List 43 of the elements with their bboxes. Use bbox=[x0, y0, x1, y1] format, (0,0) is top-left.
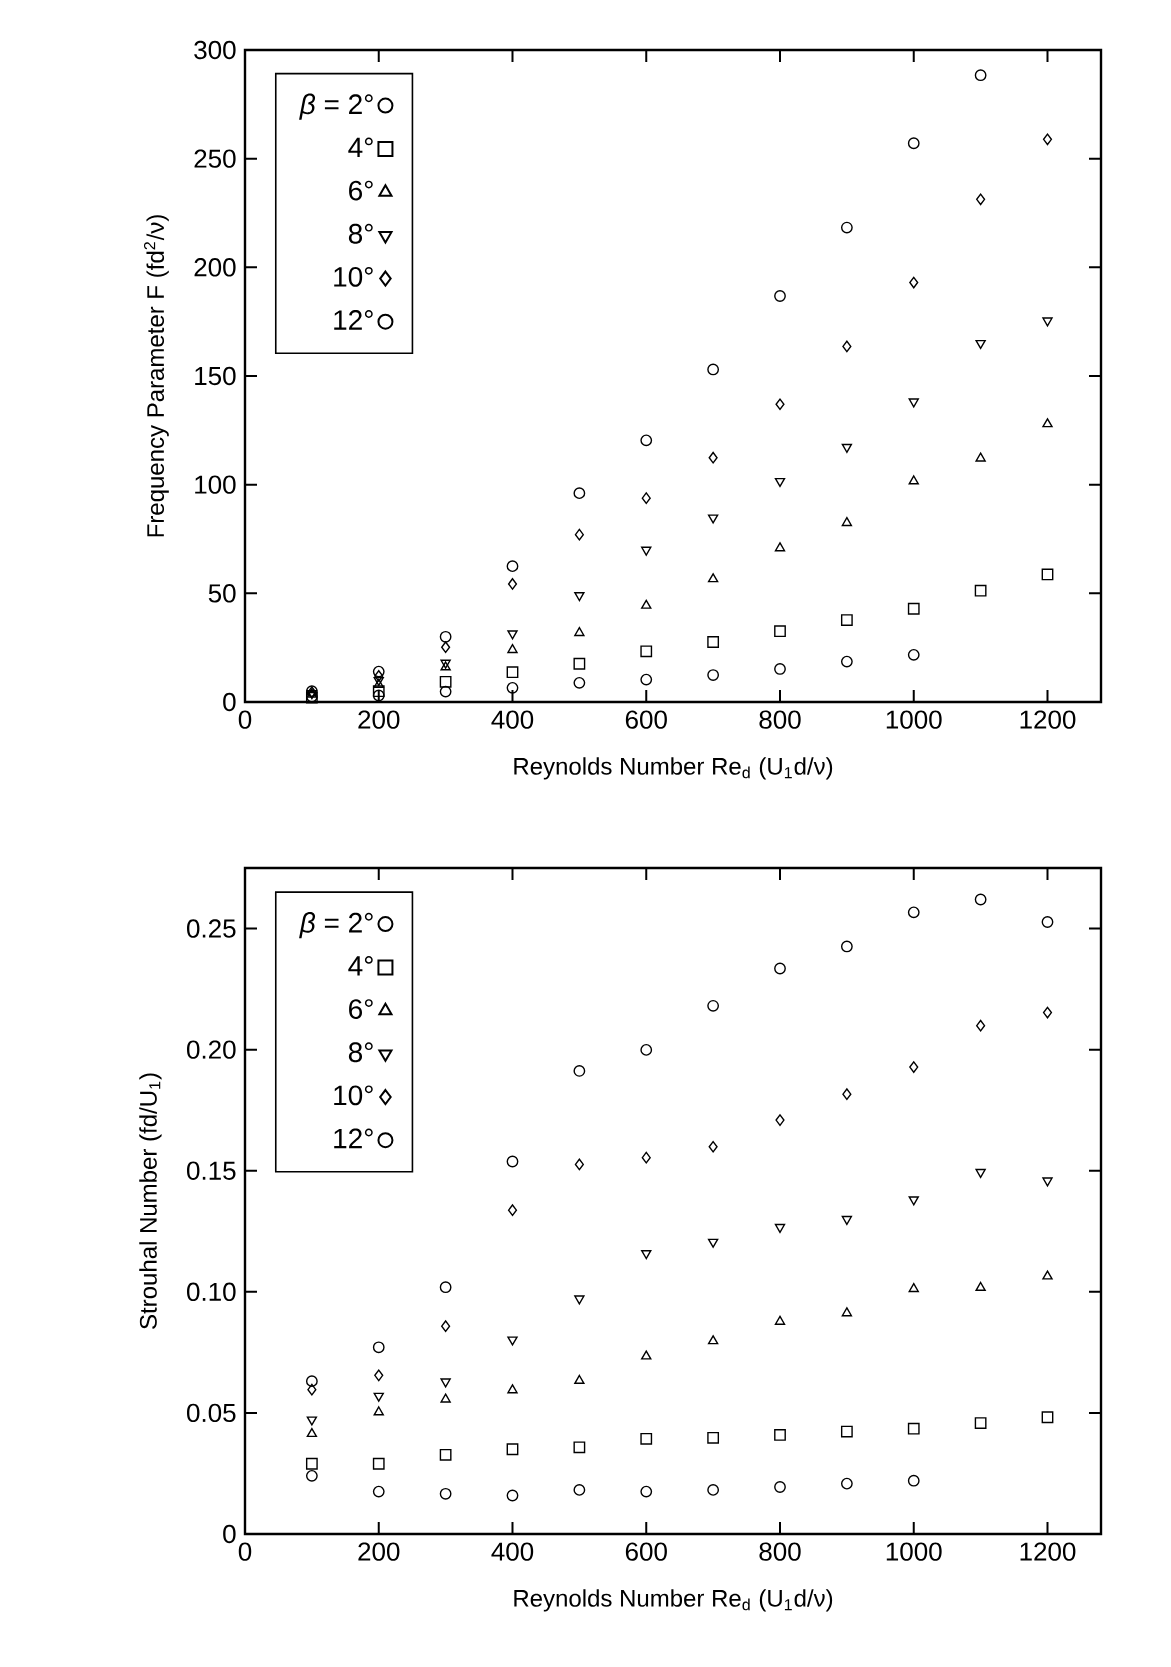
x-tick-label: 200 bbox=[358, 710, 400, 729]
legend-label: 12° bbox=[334, 310, 373, 330]
y-tick-label: 200 bbox=[194, 258, 236, 277]
x-tick-label: 1200 bbox=[1020, 1542, 1076, 1561]
y-tick-label: 0.10 bbox=[187, 1282, 236, 1302]
y-tick-label: 100 bbox=[195, 475, 236, 494]
y-tick-label: 150 bbox=[195, 366, 236, 386]
x-tick-label: 0 bbox=[238, 1542, 252, 1561]
x-tick-label: 1200 bbox=[1020, 710, 1076, 729]
legend-label: 12° bbox=[334, 1128, 373, 1149]
x-tick-label: 1000 bbox=[886, 1542, 942, 1561]
y-tick-label: 0.05 bbox=[187, 1403, 236, 1423]
x-tick-label: 800 bbox=[759, 1542, 801, 1561]
y-tick-label: 0.15 bbox=[187, 1161, 236, 1180]
x-tick-label: 600 bbox=[625, 710, 667, 729]
x-tick-label: 800 bbox=[759, 710, 801, 729]
x-axis-title: Reynolds Number Re$_{d}$ (U$_{1}$d/ν) bbox=[514, 757, 833, 780]
y-tick-label: 50 bbox=[208, 584, 236, 603]
legend-label: 4° bbox=[348, 137, 373, 158]
x-axis-title: Reynolds Number Re$_{d}$ (U$_{1}$d/ν) bbox=[514, 1589, 833, 1612]
y-tick-label: 0.25 bbox=[187, 919, 236, 938]
x-tick-label: 200 bbox=[358, 1542, 400, 1561]
y-tick-label: 0 bbox=[223, 692, 236, 712]
legend-label: 8° bbox=[348, 223, 373, 244]
x-tick-label: 400 bbox=[491, 710, 534, 729]
y-axis-title: Frequency Parameter F (fd$^{2}$/ν) bbox=[143, 215, 169, 537]
legend-label: 6° bbox=[349, 999, 373, 1019]
y-tick-label: 250 bbox=[194, 149, 236, 168]
x-tick-label: 0 bbox=[238, 710, 252, 729]
legend-label: 10° bbox=[334, 1085, 373, 1106]
legend-label: 10° bbox=[334, 266, 373, 287]
legend-label: 8° bbox=[348, 1042, 373, 1063]
legend-label: 4° bbox=[348, 955, 373, 976]
legend-label: β = 2° bbox=[299, 93, 373, 120]
y-tick-label: 0.20 bbox=[187, 1040, 236, 1059]
x-tick-label: 400 bbox=[491, 1542, 534, 1561]
legend-label: 6° bbox=[349, 180, 373, 201]
x-tick-label: 600 bbox=[625, 1542, 667, 1561]
x-tick-label: 1000 bbox=[886, 710, 942, 729]
y-axis-title: Strouhal Number (fd/U$_{1}$) bbox=[139, 1073, 162, 1329]
y-tick-label: 0 bbox=[223, 1524, 236, 1544]
y-tick-label: 300 bbox=[194, 40, 236, 60]
legend-label: β = 2° bbox=[299, 912, 373, 939]
